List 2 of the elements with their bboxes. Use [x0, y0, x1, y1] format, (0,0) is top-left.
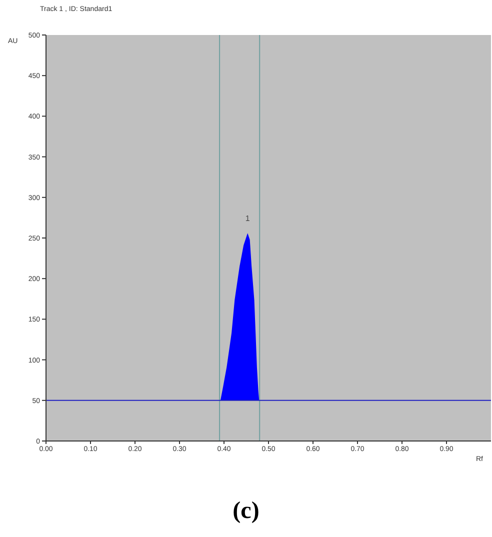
text: (c): [232, 498, 260, 525]
annotation: 1: [245, 214, 250, 224]
